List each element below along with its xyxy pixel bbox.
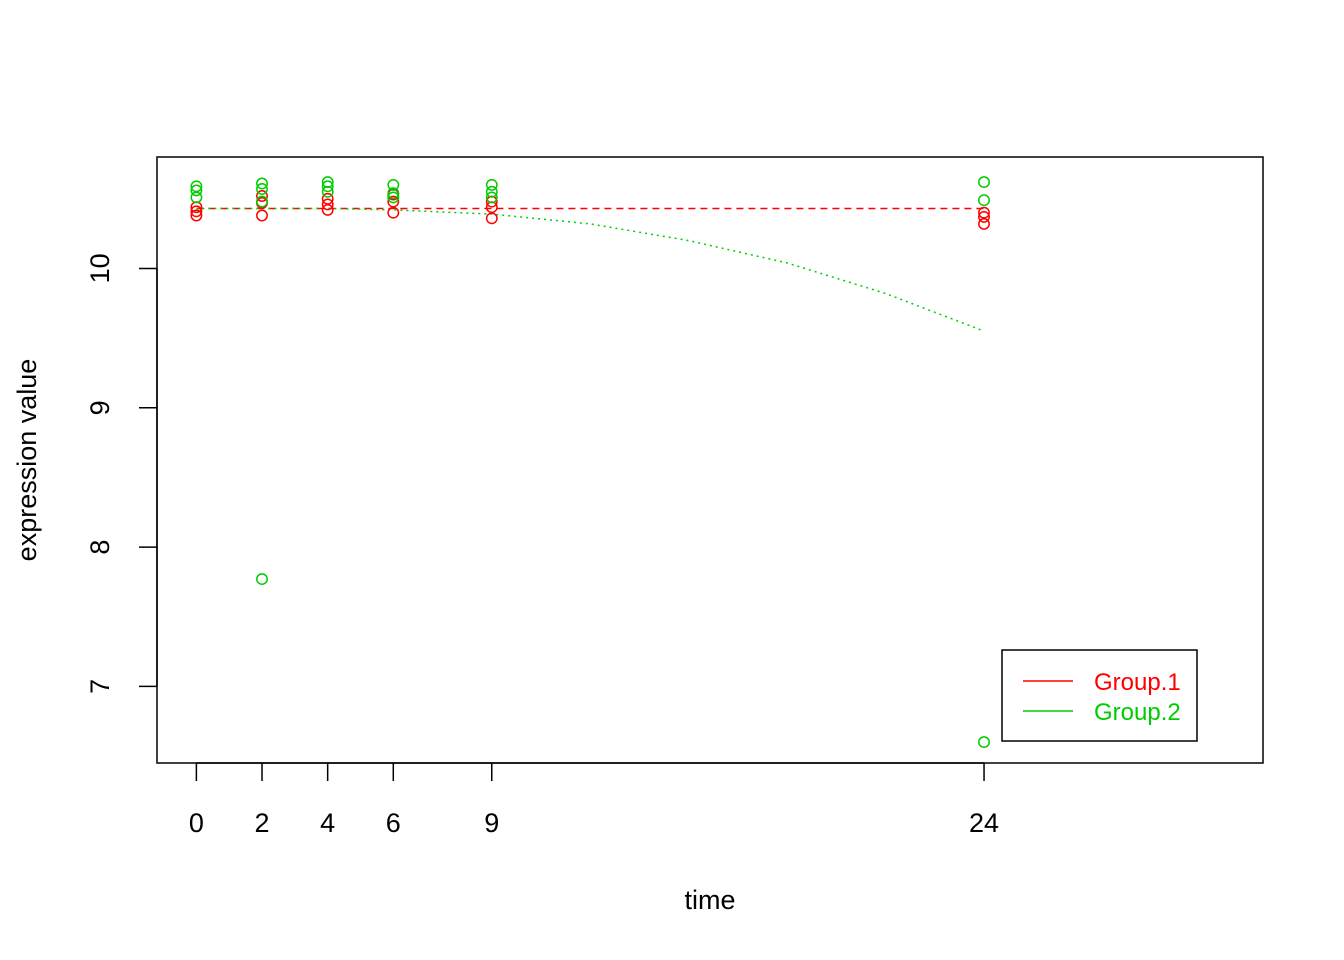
y-tick-label: 8 — [85, 540, 115, 555]
point-group2 — [387, 191, 400, 204]
point-group2 — [256, 177, 268, 190]
point-group2 — [387, 178, 400, 191]
legend: Group.1 Group.2 — [1001, 649, 1198, 742]
point-group1 — [978, 217, 990, 230]
y-tick-label: 9 — [85, 400, 115, 415]
x-tick-label: 4 — [320, 808, 335, 838]
x-tick-label: 0 — [189, 808, 204, 838]
point-group2 — [978, 736, 990, 749]
legend-box — [1001, 649, 1198, 742]
y-tick-label: 7 — [85, 679, 115, 694]
x-tick-label: 9 — [484, 808, 499, 838]
legend-label-group2: Group.2 — [1094, 699, 1181, 726]
y-axis: 7 8 9 10 — [85, 253, 158, 694]
point-group2 — [256, 183, 268, 195]
y-tick-label: 10 — [85, 253, 115, 283]
point-group2 — [190, 180, 203, 193]
point-group1 — [190, 205, 203, 218]
point-group2 — [256, 195, 268, 208]
point-group1 — [256, 209, 268, 222]
x-axis: 0 2 4 6 9 24 — [189, 762, 999, 838]
point-group1 — [321, 192, 334, 205]
point-group1 — [256, 190, 268, 202]
point-group2 — [485, 191, 498, 204]
point-group2 — [485, 178, 498, 191]
point-group2 — [321, 176, 334, 189]
data-points — [190, 176, 990, 749]
point-group1 — [387, 195, 400, 208]
point-group1 — [321, 198, 334, 211]
point-group2 — [256, 573, 268, 586]
x-tick-label: 2 — [255, 808, 270, 838]
point-group1 — [978, 210, 990, 223]
point-group2 — [190, 184, 203, 197]
point-group2 — [387, 187, 400, 200]
fit-line-2 — [196, 207, 985, 332]
point-group2 — [978, 194, 990, 207]
x-tick-label: 6 — [386, 808, 401, 838]
fit-lines — [196, 207, 985, 332]
point-group2 — [978, 176, 990, 189]
y-axis-label: expression value — [12, 359, 42, 562]
point-group1 — [190, 209, 203, 222]
x-axis-label: time — [684, 885, 735, 915]
point-group1 — [978, 206, 990, 219]
point-group2 — [321, 180, 334, 193]
x-tick-label: 24 — [969, 808, 999, 838]
legend-label-group1: Group.1 — [1094, 669, 1181, 696]
point-group2 — [485, 185, 498, 198]
